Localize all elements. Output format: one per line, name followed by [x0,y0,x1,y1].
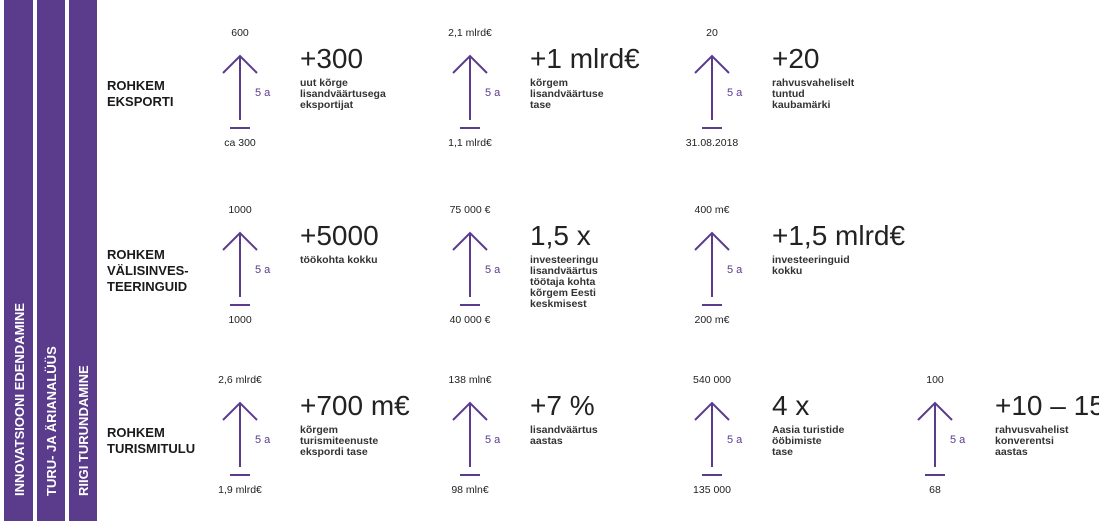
arrow [694,231,730,306]
description: tase [772,446,793,458]
row-title: ROHKEM [107,247,165,262]
description: tase [530,99,551,111]
bottom-label: 1,1 mlrd€ [448,137,492,149]
side-label: INNOVATSIOONI EDENDAMINE [12,303,27,496]
bottom-label: ca 300 [224,137,256,149]
period: 5 a [485,434,501,446]
side-bar [37,0,65,521]
arrow [222,231,258,306]
description: ekspordi tase [300,446,368,458]
bottom-label: 98 mln€ [451,484,489,496]
top-label: 100 [926,374,944,386]
arrow [917,401,953,476]
period: 5 a [255,87,271,99]
top-label: 20 [706,27,718,39]
bottom-label: 135 000 [693,484,731,496]
top-label: 75 000 € [450,204,491,216]
description: töötaja kohta [530,276,595,288]
description: kõrgem [530,77,568,89]
period: 5 a [255,264,271,276]
period: 5 a [950,434,966,446]
arrow [694,401,730,476]
big-value: 4 x [772,390,809,421]
description: turismiteenuste [300,435,378,447]
big-value: +300 [300,43,363,74]
big-value: 1,5 x [530,220,591,251]
row-title: ROHKEM [107,425,165,440]
period: 5 a [255,434,271,446]
top-label: 540 000 [693,374,731,386]
bottom-label: 68 [929,484,941,496]
description: rahvusvaheliselt [772,77,855,89]
bottom-label: 200 m€ [694,314,729,326]
top-label: 2,6 mlrd€ [218,374,262,386]
side-label: RIIGI TURUNDAMINE [76,365,91,496]
arrow [452,54,488,129]
top-label: 400 m€ [694,204,729,216]
arrow [452,231,488,306]
description: ööbimiste [772,435,822,447]
description: kõrgem [300,424,338,436]
big-value: +1 mlrd€ [530,43,640,74]
row-title: TURISMITULU [107,441,195,456]
description: lisandväärtuse [530,88,604,100]
description: investeeringu [530,254,598,266]
top-label: 2,1 mlrd€ [448,27,492,39]
description: aastas [995,446,1028,458]
description: Aasia turistide [772,424,845,436]
arrow [694,54,730,129]
description: kõrgem Eesti [530,287,596,299]
description: lisandväärtus [530,424,598,436]
description: töökohta kokku [300,254,378,266]
content: INNOVATSIOONI EDENDAMINE TURU- JA ÄRIANAL… [12,27,1099,496]
period: 5 a [727,87,743,99]
description: lisandväärtus [530,265,598,277]
period: 5 a [727,434,743,446]
arrow [222,54,258,129]
row-title: VÄLISINVES- [107,263,189,278]
description: konverentsi [995,435,1054,447]
big-value: +20 [772,43,820,74]
bottom-label: 31.08.2018 [686,137,739,149]
big-value: +7 % [530,390,595,421]
description: kokku [772,265,802,277]
side-bar [69,0,97,521]
description: kaubamärki [772,99,830,111]
side-bar [4,0,33,521]
arrow [222,401,258,476]
row-title: EKSPORTI [107,94,173,109]
top-label: 138 mln€ [448,374,491,386]
period: 5 a [485,264,501,276]
description: uut kõrge [300,77,348,89]
bottom-label: 40 000 € [450,314,491,326]
top-label: 1000 [228,204,252,216]
description: keskmisest [530,298,587,310]
period: 5 a [727,264,743,276]
row-title: ROHKEM [107,78,165,93]
side-label: TURU- JA ÄRIANALÜÜS [44,346,59,496]
bottom-label: 1000 [228,314,252,326]
bottom-label: 1,9 mlrd€ [218,484,262,496]
arrow [452,401,488,476]
top-label: 600 [231,27,249,39]
period: 5 a [485,87,501,99]
row-title: TEERINGUID [107,279,187,294]
description: rahvusvahelist [995,424,1069,436]
description: investeeringuid [772,254,850,266]
big-value: +10 – 15 [995,390,1099,421]
description: eksportijat [300,99,354,111]
description: lisandväärtusega [300,88,386,100]
description: tuntud [772,88,805,100]
description: aastas [530,435,563,447]
big-value: +5000 [300,220,379,251]
big-value: +1,5 mlrd€ [772,220,905,251]
big-value: +700 m€ [300,390,410,421]
